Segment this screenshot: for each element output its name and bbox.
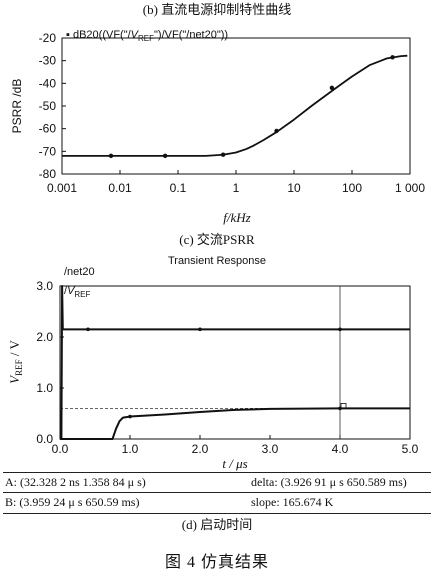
chart-c-title: Transient Response — [168, 255, 266, 267]
cursor-readout-row-1: A: (32.328 2 ns 1.358 84 μ s) delta: (3.… — [3, 473, 431, 493]
legend-b-part-2: ")/VF("/net20")) — [154, 29, 228, 41]
transient-response-chart: 0.0 1.0 2.0 3.0 0.0 1.0 2.0 3.0 4.0 5.0 /net20 /… — [7, 266, 419, 471]
chart-b-ytick-label: -20 — [39, 31, 57, 45]
chart-b-marker — [274, 128, 279, 134]
vref-series-line — [60, 407, 410, 440]
chart-b-marker — [108, 153, 114, 159]
chart-b-ytick-label: -50 — [39, 99, 57, 113]
chart-c-xtick-label: 3.0 — [262, 442, 279, 456]
net20-marker — [198, 327, 202, 332]
chart-c-xtick-label: 0.0 — [52, 442, 69, 456]
chart-b-marker — [162, 153, 168, 159]
chart-c-xtick-label: 1.0 — [122, 442, 139, 456]
ylabel-c-unit: / V — [7, 340, 22, 360]
legend-b-v: V — [131, 29, 140, 41]
chart-b-xtick-label: 1 000 — [395, 181, 425, 195]
chart-b-xtick-label: 100 — [342, 181, 362, 195]
chart-c-ytick-label: 1.0 — [36, 381, 53, 395]
chart-b-series-line — [62, 54, 408, 157]
chart-b-ytick-label: -30 — [39, 54, 57, 68]
figure-caption: 图 4 仿真结果 — [164, 554, 269, 571]
chart-c-xlabel: t / μs — [222, 456, 247, 471]
legend-vref: /VREF — [64, 285, 91, 299]
legend-net20: /net20 — [64, 266, 95, 278]
chart-c-xtick-label: 4.0 — [332, 442, 349, 456]
cursor-b-readout: B: (3.959 24 μ s 650.59 ms) — [5, 495, 140, 509]
chart-c-xtick-label: 2.0 — [192, 442, 209, 456]
cursor-slope-readout: slope: 165.674 K — [251, 495, 334, 509]
vref-marker — [338, 406, 342, 411]
ylabel-c-ref: REF — [14, 359, 24, 376]
net20-marker — [338, 327, 342, 332]
legend-b-ref: REF — [138, 34, 154, 43]
cursor-delta-readout: delta: (3.926 91 μ s 650.589 ms) — [251, 475, 407, 489]
chart-c-plot-frame — [59, 285, 411, 440]
chart-c-ytick-label: 2.0 — [36, 330, 53, 344]
chart-b-ytick-label: -60 — [39, 122, 57, 136]
legend-b-part-1: dB20((VF("/ — [73, 29, 132, 41]
cursor-a-readout: A: (32.328 2 ns 1.358 84 μ s) — [5, 475, 146, 489]
chart-c-ylabel: VREF / V — [7, 340, 24, 384]
caption-d: (d) 启动时间 — [181, 517, 253, 532]
chart-b-xtick-label: 0.1 — [170, 181, 187, 195]
chart-c-ytick-label: 3.0 — [36, 279, 53, 293]
chart-b-legend: ▪ dB20((VF("/VREF")/VF("/net20")) — [66, 29, 228, 43]
chart-b-marker — [220, 152, 226, 157]
vref-marker — [128, 414, 132, 419]
chart-b-xtick-label: 1 — [233, 181, 240, 195]
chart-b-ylabel: PSRR /dB — [10, 79, 24, 134]
legend-vref-ref: REF — [74, 290, 90, 299]
net20-marker — [86, 327, 90, 332]
chart-b-marker — [329, 85, 335, 91]
chart-c-caption: (c) 交流PSRR — [179, 232, 255, 247]
chart-c-ytick-label: 0.0 — [36, 432, 53, 446]
chart-b-xtick-label: 0.001 — [47, 181, 77, 195]
legend-vref-v: V — [67, 285, 76, 297]
legend-vref-slash: / — [64, 285, 68, 297]
chart-b-ytick-label: -70 — [39, 144, 57, 158]
net20-series-line — [60, 285, 410, 440]
chart-c-xtick-label: 5.0 — [402, 442, 419, 456]
chart-b-marker — [390, 55, 395, 60]
chart-b-plot-frame — [61, 37, 411, 175]
chart-b-ytick-label: -80 — [39, 167, 57, 181]
ylabel-c-v: V — [7, 374, 22, 384]
chart-b-title: (b) 直流电源抑制特性曲线 — [143, 2, 291, 17]
chart-b-ytick-label: -40 — [39, 76, 57, 90]
cursor-readout-panel: A: (32.328 2 ns 1.358 84 μ s) delta: (3.… — [3, 472, 431, 514]
cursor-readout-row-2: B: (3.959 24 μ s 650.59 ms) slope: 165.6… — [3, 493, 431, 512]
psrr-dc-chart: -20 -30 -40 -50 -60 -70 -80 0.001 0.01 0.1 1 10 100… — [10, 29, 425, 225]
chart-b-xtick-label: 10 — [287, 181, 301, 195]
chart-b-xlabel: f/kHz — [223, 210, 250, 225]
legend-b-swatch: ▪ — [66, 29, 73, 41]
chart-b-xtick-label: 0.01 — [108, 181, 132, 195]
